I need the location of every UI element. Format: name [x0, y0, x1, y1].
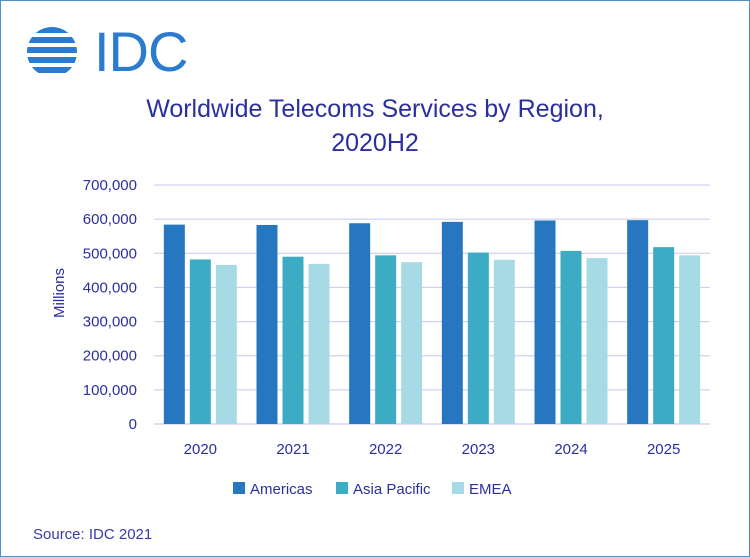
bar-asia-pacific-2023 [467, 252, 489, 424]
legend-swatch [452, 482, 464, 494]
x-tick-label: 2025 [647, 441, 680, 458]
legend: Americas Asia Pacific EMEA [233, 481, 512, 498]
legend-label: Americas [250, 481, 313, 498]
y-tick-label: 0 [129, 416, 137, 433]
bar-americas-2020 [163, 224, 185, 424]
legend-swatch [233, 482, 245, 494]
bar-emea-2023 [493, 259, 515, 424]
legend-label: Asia Pacific [353, 481, 431, 498]
bar-emea-2024 [586, 258, 608, 424]
y-axis-ticks: 0 100,000 200,000 300,000 400,000 500,000 600,… [83, 177, 137, 433]
bar-americas-2022 [349, 223, 371, 424]
legend-item-americas: Americas [233, 481, 313, 498]
legend-item-asia-pacific: Asia Pacific [336, 481, 431, 498]
chart-title-line1: Worldwide Telecoms Services by Region, [146, 95, 604, 123]
y-tick-label: 500,000 [83, 245, 137, 262]
x-tick-label: 2023 [462, 441, 495, 458]
y-tick-label: 700,000 [83, 177, 137, 194]
bar-emea-2021 [308, 263, 330, 424]
bar-asia-pacific-2021 [282, 256, 304, 424]
y-tick-label: 300,000 [83, 314, 137, 331]
bar-asia-pacific-2024 [560, 250, 582, 424]
globe-icon [27, 27, 77, 73]
bar-emea-2025 [679, 255, 701, 424]
bar-americas-2023 [441, 221, 463, 424]
chart-title: Worldwide Telecoms Services by Region, 2… [0, 92, 750, 160]
x-tick-label: 2021 [276, 441, 309, 458]
idc-logo: IDC [22, 22, 192, 82]
y-axis-label: Millions [51, 268, 68, 318]
gridlines [154, 184, 710, 425]
source-note: Source: IDC 2021 [33, 526, 153, 543]
bar-americas-2025 [627, 220, 649, 424]
bar-asia-pacific-2025 [653, 247, 675, 424]
bar-emea-2020 [215, 264, 237, 424]
y-tick-label: 400,000 [83, 279, 137, 296]
bar-americas-2021 [256, 224, 278, 424]
legend-item-emea: EMEA [452, 481, 512, 498]
logo-text: IDC [94, 20, 188, 83]
y-tick-label: 200,000 [83, 348, 137, 365]
y-tick-label: 100,000 [83, 382, 137, 399]
legend-swatch [336, 482, 348, 494]
x-tick-label: 2020 [184, 441, 217, 458]
bar-americas-2024 [534, 220, 556, 424]
bar-asia-pacific-2022 [375, 255, 397, 424]
bar-emea-2022 [401, 262, 423, 424]
y-tick-label: 600,000 [83, 211, 137, 228]
x-tick-label: 2022 [369, 441, 402, 458]
x-axis-ticks: 2020 2021 2022 2023 2024 2025 [184, 441, 681, 458]
legend-label: EMEA [469, 481, 512, 498]
chart-title-line2: 2020H2 [331, 129, 419, 157]
x-tick-label: 2024 [554, 441, 587, 458]
bar-asia-pacific-2020 [189, 259, 211, 424]
bars [163, 220, 701, 424]
